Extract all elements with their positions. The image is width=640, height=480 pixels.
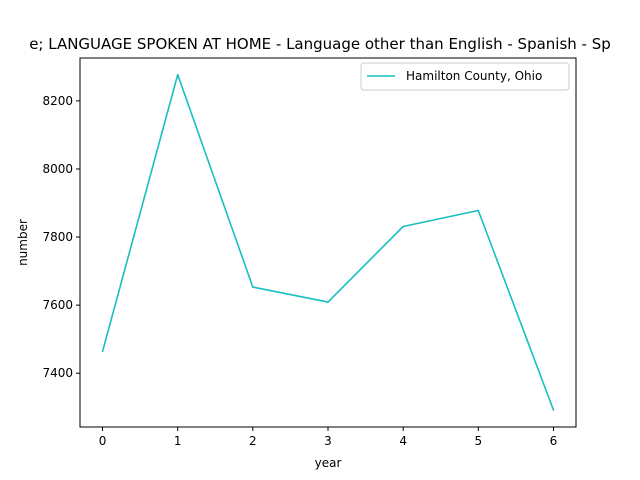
chart-title: e; LANGUAGE SPOKEN AT HOME - Language ot… — [29, 35, 611, 53]
x-tick-label: 2 — [249, 434, 257, 448]
data-point — [252, 286, 254, 288]
y-axis-label: number — [16, 219, 30, 266]
data-point — [402, 225, 404, 228]
y-tick-label: 8200 — [42, 94, 73, 108]
series-layer — [101, 73, 555, 411]
x-tick-label: 3 — [324, 434, 332, 448]
data-point — [176, 73, 179, 76]
x-tick-label: 0 — [99, 434, 107, 448]
x-tick-label: 1 — [174, 434, 182, 448]
data-point — [327, 301, 329, 303]
y-tick-label: 7800 — [42, 230, 73, 244]
data-point — [477, 209, 480, 212]
legend-label: Hamilton County, Ohio — [406, 69, 542, 83]
data-point — [101, 350, 104, 353]
x-axis: 0 1 2 3 4 5 6 — [99, 427, 558, 448]
y-tick-label: 7400 — [42, 366, 73, 380]
x-tick-label: 4 — [399, 434, 407, 448]
x-tick-label: 5 — [474, 434, 482, 448]
data-point — [552, 409, 555, 411]
x-tick-label: 6 — [550, 434, 558, 448]
y-tick-label: 7600 — [42, 298, 73, 312]
x-axis-label: year — [315, 456, 342, 470]
y-axis: 7400 7600 7800 8000 8200 — [42, 94, 80, 380]
legend: Hamilton County, Ohio — [360, 62, 570, 91]
legend-box — [360, 62, 570, 91]
y-tick-label: 8000 — [42, 162, 73, 176]
